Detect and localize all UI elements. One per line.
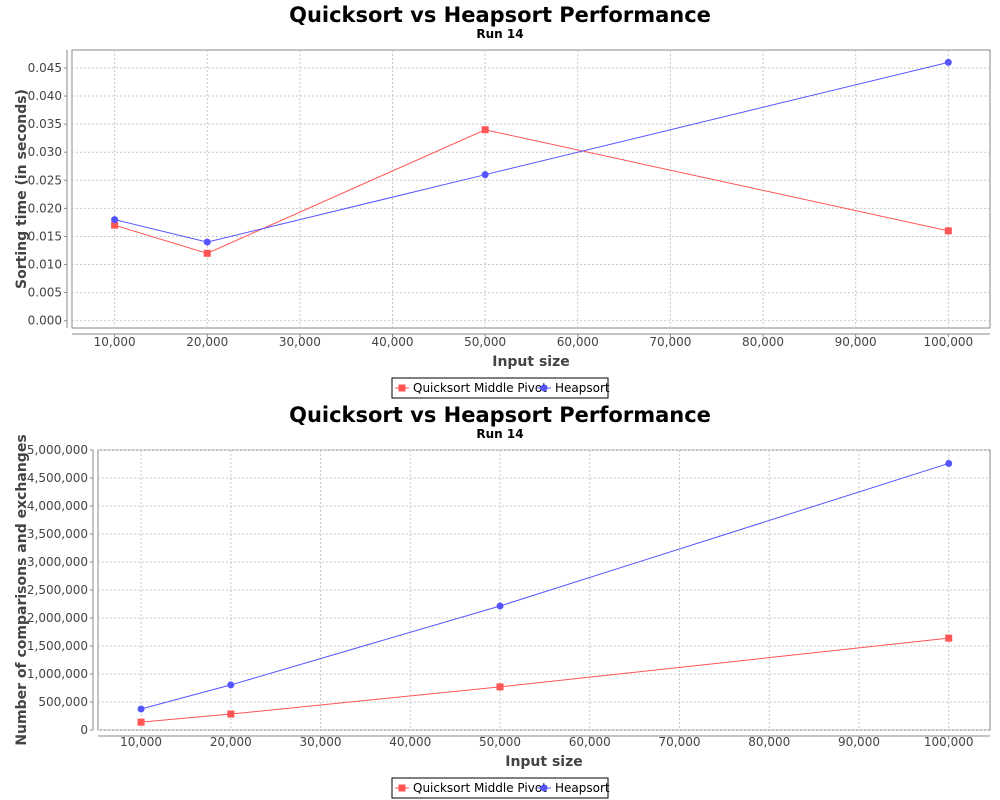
plot-area (71, 49, 991, 329)
legend-marker-square (398, 784, 406, 792)
legend-marker-circle (540, 784, 548, 792)
x-tick-label: 30,000 (279, 335, 321, 349)
data-point-square (227, 710, 235, 718)
y-tick-label: 0.005 (28, 286, 62, 300)
legend: Quicksort Middle Pivot Heapsort (391, 777, 610, 799)
series-line (114, 61, 949, 243)
y-tick-label: 5,000,000 (27, 443, 88, 457)
data-point-square (944, 227, 952, 235)
data-point-circle (203, 238, 211, 246)
series-line (140, 462, 949, 710)
data-point-square (111, 221, 119, 229)
y-tick-label: 1,500,000 (27, 639, 88, 653)
legend-marker-circle (540, 384, 548, 392)
data-point-square (137, 718, 145, 726)
legend: Quicksort Middle Pivot Heapsort (391, 377, 610, 399)
y-tick-label: 0.025 (28, 173, 62, 187)
data-point-square (945, 634, 953, 642)
x-tick-label: 80,000 (748, 735, 790, 749)
x-tick-label: 70,000 (649, 335, 691, 349)
x-tick-label: 80,000 (742, 335, 784, 349)
y-tick-label: 3,000,000 (27, 555, 88, 569)
grid-lines (72, 50, 990, 328)
series-quicksort (111, 126, 952, 257)
chart-subtitle: Run 14 (476, 27, 523, 41)
x-axis-label: Input size (492, 354, 570, 370)
x-tick-label: 30,000 (300, 735, 342, 749)
y-axis-label: Sorting time (in seconds) (14, 89, 30, 289)
chart-subtitle: Run 14 (476, 427, 523, 441)
y-tick-label: 0.040 (28, 89, 62, 103)
data-point-circle (481, 171, 489, 179)
series-quicksort (137, 634, 953, 726)
y-tick-label: 500,000 (38, 695, 88, 709)
legend-label-quicksort: Quicksort Middle Pivot (413, 781, 547, 795)
series-line (141, 637, 949, 723)
legend-label-heapsort: Heapsort (555, 381, 610, 395)
x-tick-label: 50,000 (464, 335, 506, 349)
data-point-circle (944, 58, 952, 66)
data-point-circle (137, 705, 145, 713)
series-heapsort (137, 459, 953, 713)
x-tick-label: 40,000 (389, 735, 431, 749)
y-tick-label: 0.020 (28, 201, 62, 215)
y-tick-label: 0.045 (28, 61, 62, 75)
y-tick-label: 0.000 (28, 314, 62, 328)
series-heapsort (111, 58, 952, 246)
x-tick-label: 20,000 (210, 735, 252, 749)
y-tick-label: 0.030 (28, 145, 62, 159)
y-axis-label: Number of comparisons and exchanges (14, 434, 30, 745)
y-tick-label: 0.010 (28, 258, 62, 272)
x-tick-label: 40,000 (372, 335, 414, 349)
x-tick-label: 10,000 (94, 335, 136, 349)
x-tick-label: 100,000 (924, 735, 974, 749)
chart-title: Quicksort vs Heapsort Performance (289, 3, 711, 27)
x-tick-label: 100,000 (924, 335, 974, 349)
y-tick-label: 4,000,000 (27, 499, 88, 513)
y-tick-label: 0.035 (28, 117, 62, 131)
x-tick-label: 10,000 (120, 735, 162, 749)
legend-label-quicksort: Quicksort Middle Pivot (413, 381, 547, 395)
legend-marker-square (398, 384, 406, 392)
series-line (114, 129, 949, 254)
legend-label-heapsort: Heapsort (555, 781, 610, 795)
data-point-circle (496, 602, 504, 610)
x-tick-label: 60,000 (557, 335, 599, 349)
data-point-square (203, 249, 211, 257)
legend-box (391, 377, 609, 399)
y-tick-label: 3,500,000 (27, 527, 88, 541)
y-tick-label: 4,500,000 (27, 471, 88, 485)
x-tick-label: 60,000 (569, 735, 611, 749)
y-tick-label: 2,500,000 (27, 583, 88, 597)
x-axis-label: Input size (505, 754, 583, 770)
x-tick-label: 20,000 (186, 335, 228, 349)
data-point-circle (945, 459, 953, 467)
y-tick-label: 0.015 (28, 229, 62, 243)
x-tick-label: 90,000 (835, 335, 877, 349)
y-tick-label: 0 (80, 723, 88, 737)
y-tick-label: 1,000,000 (27, 667, 88, 681)
y-tick-label: 2,000,000 (27, 611, 88, 625)
data-point-circle (227, 681, 235, 689)
data-point-square (496, 683, 504, 691)
chart-title: Quicksort vs Heapsort Performance (289, 403, 711, 427)
legend-box (391, 777, 609, 799)
x-tick-label: 90,000 (838, 735, 880, 749)
x-tick-label: 50,000 (479, 735, 521, 749)
data-point-circle (111, 216, 119, 224)
grid-lines (98, 449, 990, 731)
x-tick-label: 70,000 (659, 735, 701, 749)
data-point-square (481, 126, 489, 134)
